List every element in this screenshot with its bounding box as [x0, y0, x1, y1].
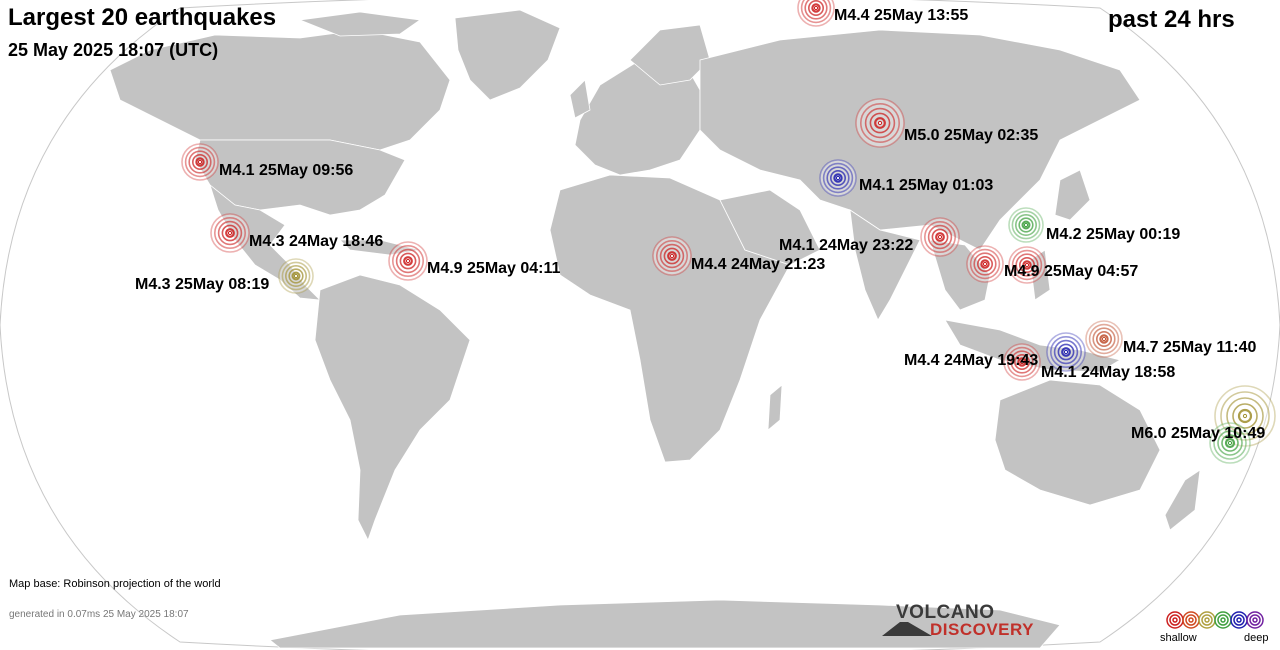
- antarctica: [269, 599, 1061, 649]
- logo-line1: VOLCANO: [896, 602, 995, 623]
- quake-label[interactable]: M4.3 24May 18:46: [249, 233, 384, 250]
- quake-marker[interactable]: [819, 159, 857, 197]
- quake-label[interactable]: M4.9 25May 04:57: [1004, 263, 1139, 280]
- quake-label[interactable]: M4.9 25May 04:11: [427, 260, 561, 277]
- volcano-discovery-logo[interactable]: VOLCANO DISCOVERY: [882, 602, 1035, 639]
- japan: [1054, 169, 1091, 221]
- map-datetime: 25 May 2025 18:07 (UTC): [8, 40, 219, 60]
- southeast-asia: [929, 239, 991, 311]
- legend-deep: deep: [1244, 632, 1269, 644]
- quake-marker[interactable]: [652, 236, 692, 276]
- madagascar: [767, 384, 783, 431]
- africa: [549, 174, 791, 463]
- quake-label[interactable]: M4.3 25May 08:19: [135, 276, 270, 293]
- quake-label[interactable]: M4.4 24May 19:43: [904, 352, 1039, 369]
- quake-marker[interactable]: [278, 258, 314, 294]
- quake-label[interactable]: M4.4 24May 21:23: [691, 256, 826, 273]
- australia: [994, 379, 1161, 506]
- depth-legend-rings: [1166, 611, 1264, 629]
- south-america: [314, 274, 471, 542]
- quake-label[interactable]: M6.0 25May 10:49: [1131, 425, 1266, 442]
- quake-label[interactable]: M4.7 25May 11:40: [1123, 339, 1257, 356]
- logo-line2: DISCOVERY: [930, 620, 1035, 639]
- quake-marker[interactable]: [797, 0, 835, 27]
- quake-marker[interactable]: [1003, 343, 1041, 381]
- quake-markers: [181, 0, 1276, 464]
- legend-shallow: shallow: [1160, 632, 1197, 644]
- quake-label[interactable]: M4.1 25May 01:03: [859, 177, 994, 194]
- quake-marker[interactable]: [388, 241, 428, 281]
- map-period: past 24 hrs: [1108, 6, 1235, 33]
- quake-marker[interactable]: [1085, 320, 1123, 358]
- arctic-islands: [298, 11, 422, 37]
- quake-marker[interactable]: [210, 213, 250, 253]
- volcano-logo-icon: [882, 622, 932, 636]
- quake-marker[interactable]: [920, 217, 960, 257]
- indonesia: [944, 319, 1122, 373]
- new-zealand: [1164, 469, 1201, 531]
- north-america-north: [109, 29, 451, 151]
- asia: [699, 29, 1141, 251]
- mexico: [209, 183, 322, 301]
- quake-label[interactable]: M4.4 25May 13:55: [834, 7, 969, 24]
- quake-label[interactable]: M4.1 24May 23:22: [779, 237, 914, 254]
- quake-marker[interactable]: [1008, 246, 1046, 284]
- quake-marker[interactable]: [181, 143, 219, 181]
- map-title: Largest 20 earthquakes: [8, 4, 277, 31]
- quake-label[interactable]: M4.1 24May 18:58: [1041, 364, 1176, 381]
- map-base-note: Map base: Robinson projection of the wor…: [9, 578, 221, 590]
- europe: [574, 54, 701, 176]
- greenland: [454, 9, 561, 101]
- arabia: [719, 189, 821, 266]
- quake-marker[interactable]: [1209, 422, 1251, 464]
- land-masses: [109, 9, 1201, 649]
- quake-marker[interactable]: [966, 245, 1004, 283]
- generated-note: generated in 0.07ms 25 May 2025 18:07: [9, 609, 189, 620]
- india: [849, 209, 921, 321]
- quake-label[interactable]: M5.0 25May 02:35: [904, 127, 1039, 144]
- quake-marker[interactable]: [855, 98, 905, 148]
- depth-legend: shallow deep: [1160, 608, 1270, 648]
- philippines: [1029, 249, 1051, 301]
- quake-marker[interactable]: [1008, 207, 1044, 243]
- quake-marker[interactable]: [1046, 332, 1086, 372]
- uk: [569, 79, 591, 119]
- legend-ring: [1246, 611, 1264, 629]
- quake-label[interactable]: M4.1 25May 09:56: [219, 162, 354, 179]
- quake-label[interactable]: M4.2 25May 00:19: [1046, 226, 1181, 243]
- caribbean: [339, 239, 421, 256]
